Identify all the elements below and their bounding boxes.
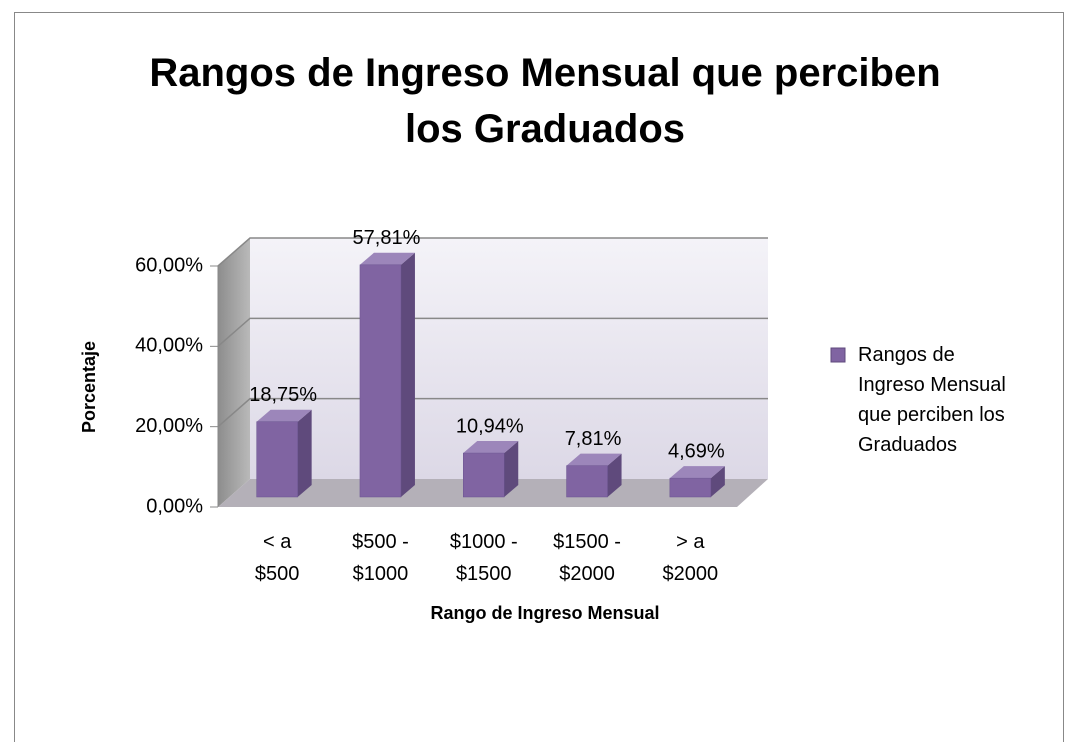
grid-line: [217, 317, 768, 347]
y-tick-label: 40,00%: [135, 335, 203, 357]
y-axis-title: Porcentaje: [79, 341, 99, 433]
bar-front: [463, 452, 505, 498]
bar-side: [607, 453, 622, 497]
x-tick-label: > a $2000: [663, 531, 719, 585]
y-tick-label: 60,00%: [135, 254, 203, 276]
bar-front: [566, 465, 608, 498]
data-label: 10,94%: [456, 415, 524, 437]
x-tick-label: < a $500: [255, 531, 300, 585]
side-wall: [218, 238, 250, 507]
bar-front: [359, 264, 402, 498]
data-label: 4,69%: [668, 440, 725, 462]
y-tick-label: 20,00%: [135, 415, 203, 437]
data-label: 7,81%: [565, 428, 622, 450]
bar: [463, 441, 519, 498]
bar-side: [710, 466, 725, 497]
x-tick-label: $500 -$1000: [352, 531, 409, 585]
grid-line: [217, 397, 768, 428]
bar-side: [297, 409, 312, 497]
bar-front: [669, 477, 712, 498]
bar: [256, 409, 312, 498]
x-tick-label: $1000 -$1500: [450, 531, 518, 585]
bar: [359, 252, 415, 498]
legend-label: Rangos de Ingreso Mensual que perciben los…: [858, 344, 1006, 456]
data-label: 18,75%: [249, 384, 317, 406]
legend-swatch: [830, 347, 846, 363]
data-label: 57,81%: [353, 227, 421, 249]
bar-front: [256, 421, 298, 498]
bar-top: [256, 409, 312, 422]
bar-side: [504, 441, 519, 497]
bar-top: [463, 441, 519, 454]
x-tick-label: $1500 -$2000: [553, 531, 621, 585]
bar-top: [669, 466, 725, 479]
y-tick-label: 0,00%: [146, 495, 203, 517]
bar-top: [566, 453, 622, 466]
x-axis-title: Rango de Ingreso Mensual: [430, 603, 659, 623]
chart-title: Rangos de Ingreso Mensual que perciben lo…: [149, 51, 940, 151]
bar-side: [400, 252, 415, 497]
bar: [669, 466, 725, 498]
bar: [566, 453, 622, 498]
grid-line: [217, 237, 768, 267]
bar-top: [359, 252, 415, 265]
